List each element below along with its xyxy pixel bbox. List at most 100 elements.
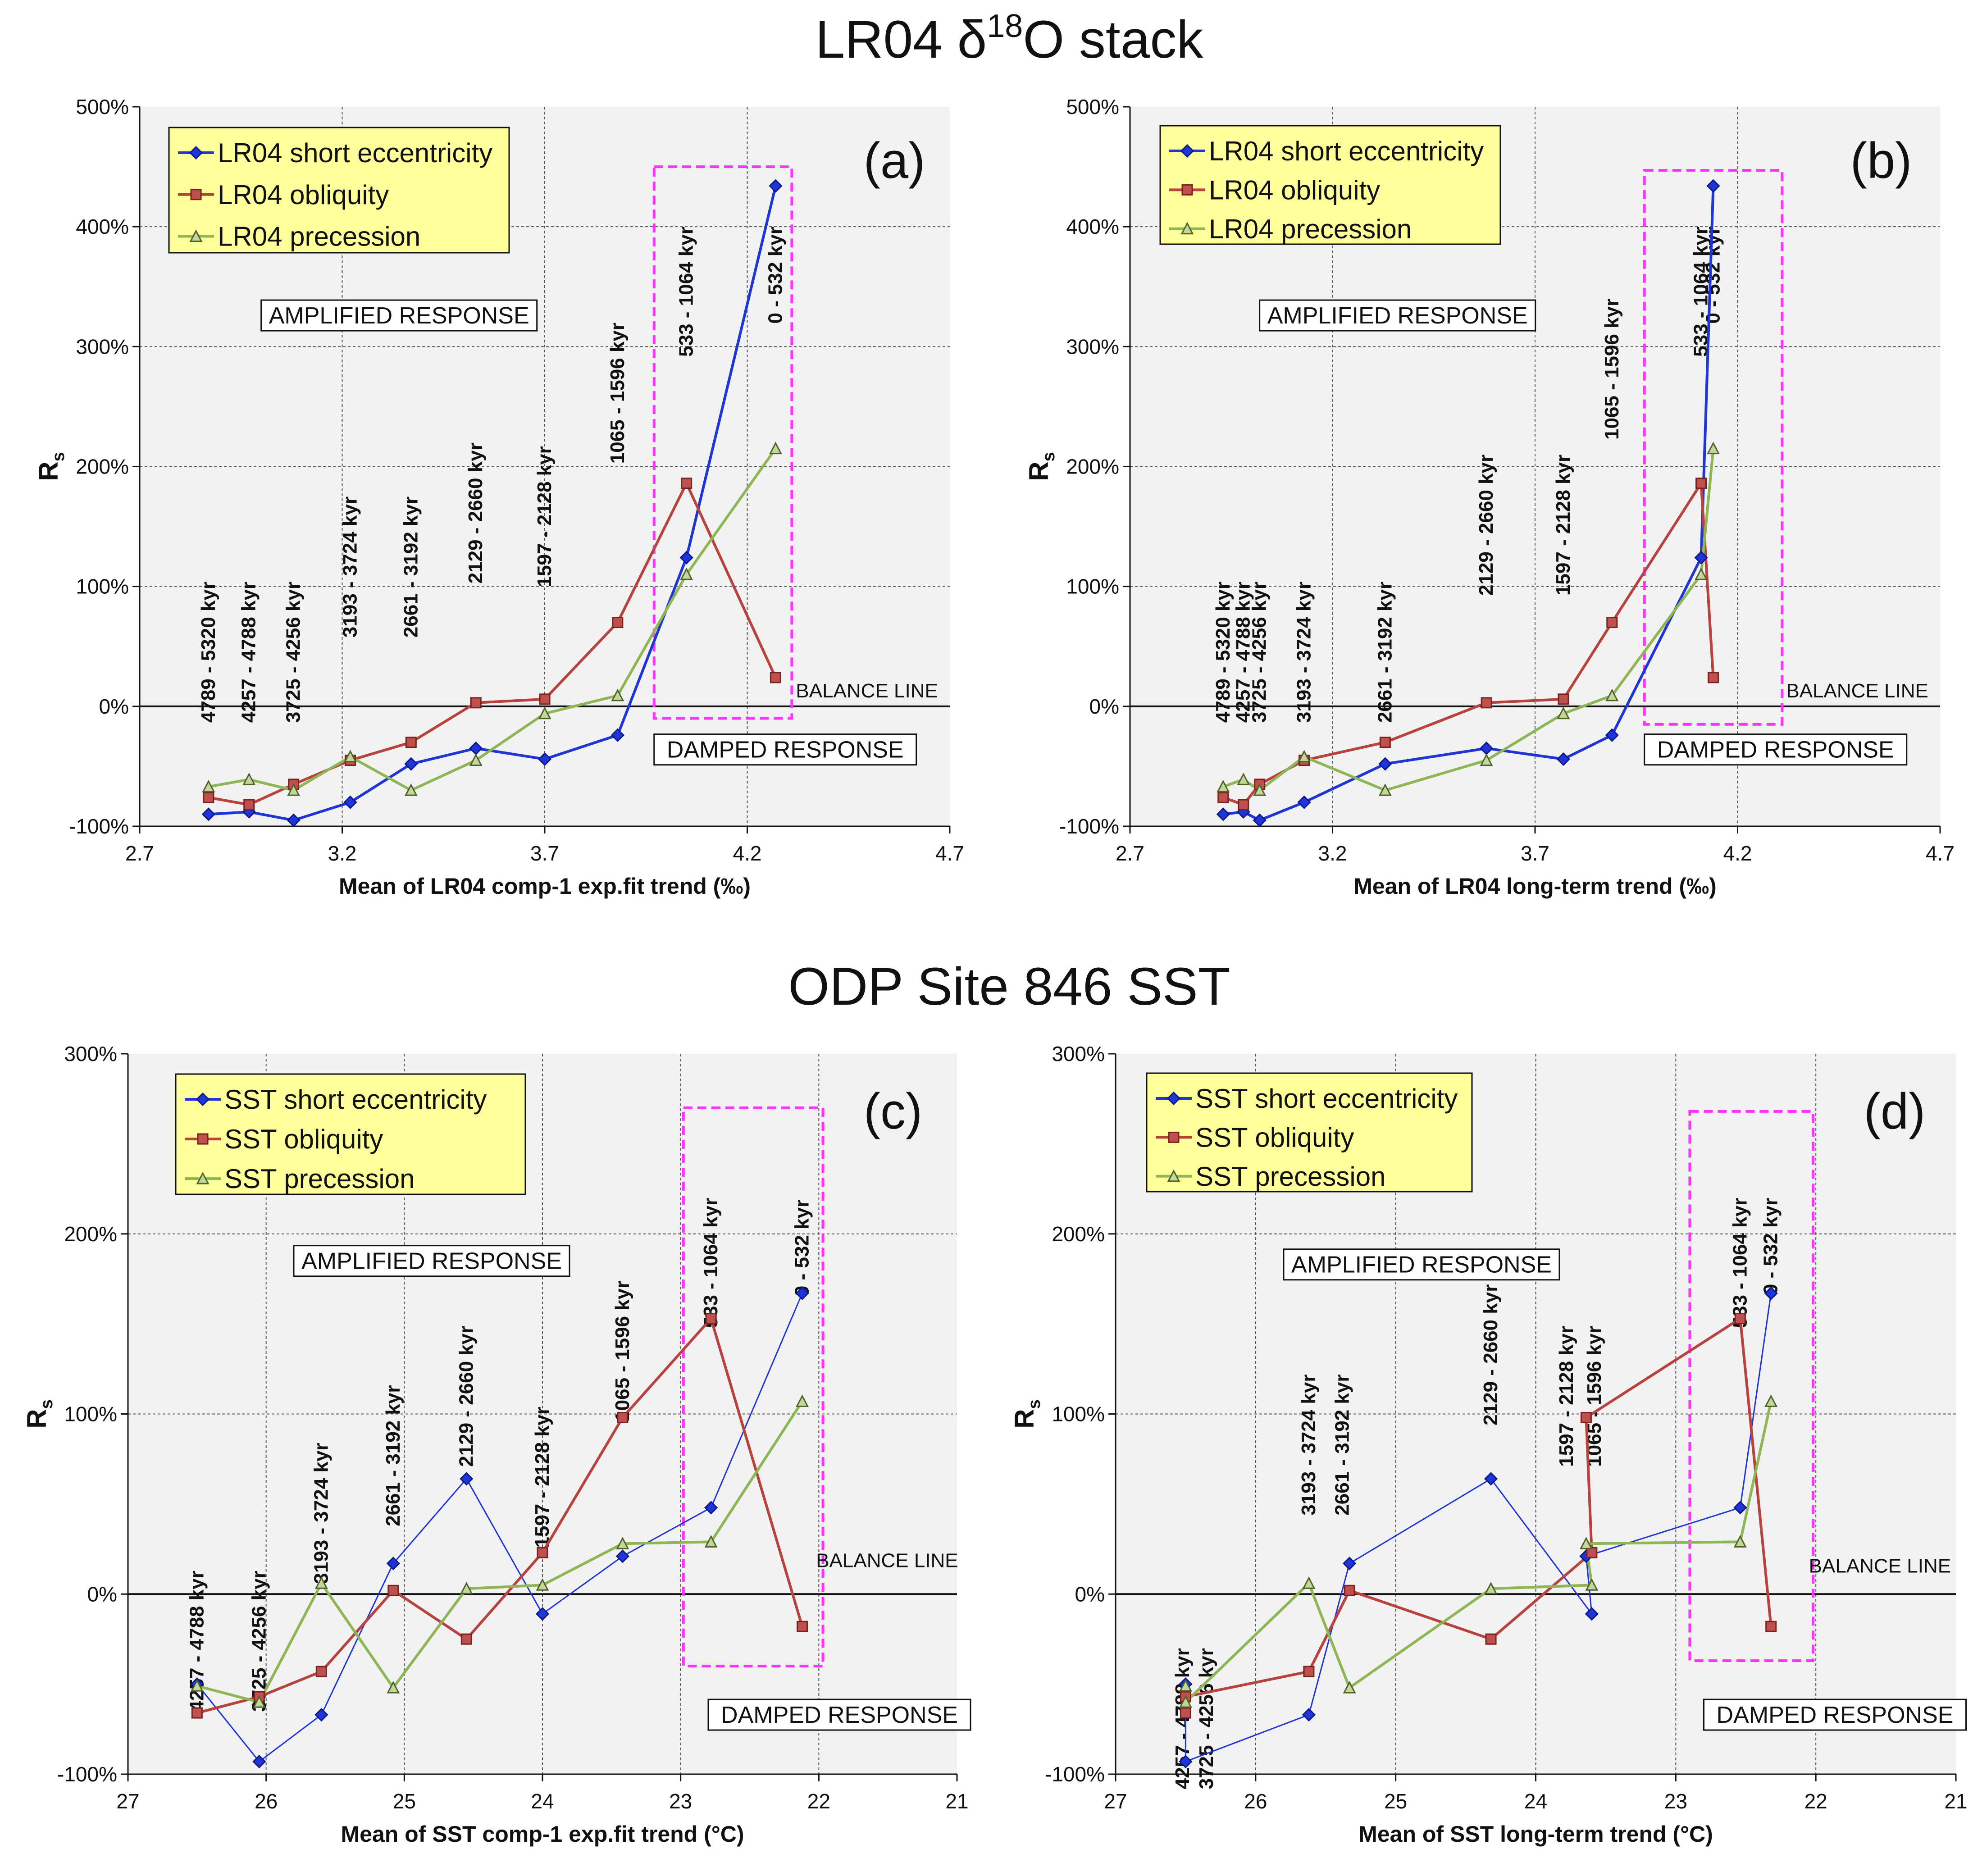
damped-response-label: DAMPED RESPONSE <box>1717 1702 1954 1728</box>
interval-label: 3725 - 4256 kyr <box>1249 582 1271 723</box>
interval-label: 2129 - 2660 kyr <box>1475 455 1497 596</box>
data-point-obliquity <box>1217 792 1229 803</box>
data-point-precession <box>202 779 215 792</box>
y-axis-title: Rs <box>33 452 68 481</box>
x-axis-title: Mean of SST long-term trend (°C) <box>1358 1821 1713 1847</box>
interval-label: 4257 - 4788 kyr <box>1171 1648 1194 1789</box>
balance-line-label: BALANCE LINE <box>1809 1555 1951 1577</box>
legend-marker-obliquity <box>190 189 202 200</box>
data-point-obliquity <box>315 1666 327 1677</box>
interval-label: 2129 - 2660 kyr <box>1480 1284 1502 1425</box>
interval-label: 4257 - 4788 kyr <box>238 582 260 723</box>
data-point-short-eccentricity <box>314 1708 328 1722</box>
legend-box <box>1159 125 1501 245</box>
data-point-short-eccentricity <box>1253 813 1267 827</box>
interval-label: 3193 - 3724 kyr <box>1293 582 1315 723</box>
x-tick-label: 27 <box>116 1789 139 1813</box>
y-tick-label: 0% <box>1089 695 1119 718</box>
x-tick-label: 2.7 <box>125 842 154 865</box>
data-point-precession <box>1605 688 1619 701</box>
data-point-precession <box>252 1695 266 1708</box>
y-tick-label: 200% <box>64 1222 117 1246</box>
data-point-precession <box>538 706 551 719</box>
x-tick-label: 21 <box>945 1789 968 1813</box>
interval-label: 1597 - 2128 kyr <box>1552 455 1574 596</box>
series-line-short-eccentricity <box>1223 186 1715 822</box>
y-tick-label: 0% <box>99 695 129 718</box>
y-axis-title: Rs <box>1024 452 1058 481</box>
y-axis-title-subscript: s <box>49 452 68 461</box>
interval-label: 2661 - 3192 kyr <box>400 496 422 637</box>
data-point-obliquity <box>612 617 624 628</box>
x-tick-label: 3.7 <box>1521 842 1549 865</box>
data-point-precession <box>1484 1582 1498 1594</box>
panel-label: (a) <box>864 132 925 189</box>
data-point-short-eccentricity <box>1378 757 1392 771</box>
data-point-short-eccentricity <box>1733 1501 1747 1515</box>
legend-entry: SST precession <box>1195 1161 1385 1192</box>
data-point-short-eccentricity <box>404 757 418 771</box>
data-point-short-eccentricity <box>287 813 301 827</box>
data-point-precession <box>1378 783 1392 796</box>
balance-line-label: BALANCE LINE <box>816 1549 958 1571</box>
y-tick-label: 200% <box>1066 455 1119 478</box>
y-tick-label: -100% <box>1045 1762 1105 1786</box>
data-point-short-eccentricity <box>611 728 624 742</box>
data-point-obliquity <box>770 672 781 683</box>
data-point-short-eccentricity <box>1585 1607 1599 1621</box>
legend-marker-obliquity <box>1168 1131 1180 1143</box>
interval-label: 0 - 532 kyr <box>764 227 786 323</box>
x-tick-label: 23 <box>669 1789 692 1813</box>
y-tick-label: 500% <box>1066 95 1119 118</box>
interval-label: 2661 - 3192 kyr <box>382 1385 404 1526</box>
data-point-short-eccentricity <box>538 752 552 766</box>
series-line-obliquity <box>1222 482 1715 806</box>
x-axis-title: Mean of SST comp-1 exp.fit trend (°C) <box>341 1821 744 1847</box>
y-tick-label: 0% <box>87 1582 117 1606</box>
y-tick-label: 200% <box>1052 1222 1105 1246</box>
data-point-precession <box>1557 706 1570 719</box>
legend-marker-precession <box>189 229 203 242</box>
y-axis-title-main: R <box>22 1409 52 1428</box>
panel-a: 2.7 3.2 3.7 4.2 4.7 -100% 0% 100% 200% 300% 400% 50… <box>33 95 964 899</box>
amplified-response-box <box>1259 299 1536 332</box>
x-tick-label: 4.7 <box>935 842 964 865</box>
data-point-precession <box>680 567 693 580</box>
bottom-title: ODP Site 846 SST <box>788 957 1230 1016</box>
data-point-short-eccentricity <box>1484 1472 1498 1486</box>
interval-label: 1597 - 2128 kyr <box>531 1407 553 1548</box>
y-tick-label: 100% <box>76 575 129 598</box>
data-point-precession <box>769 442 782 455</box>
data-point-obliquity <box>1303 1666 1315 1677</box>
legend-entry: SST short eccentricity <box>1195 1084 1458 1114</box>
interval-label: 1065 - 1596 kyr <box>611 1281 633 1422</box>
data-point-short-eccentricity <box>535 1607 550 1621</box>
top-title: LR04 δ18O stack <box>816 8 1204 69</box>
data-point-precession <box>287 783 301 796</box>
damped-response-box <box>653 733 917 766</box>
damped-response-label: DAMPED RESPONSE <box>1657 737 1894 763</box>
amplified-response-label: AMPLIFIED RESPONSE <box>301 1248 562 1275</box>
damped-response-label: DAMPED RESPONSE <box>721 1702 958 1728</box>
x-tick-label: 27 <box>1104 1789 1127 1813</box>
top-title-prefix: LR04 <box>816 10 957 69</box>
data-point-obliquity <box>1481 697 1492 709</box>
x-axis-title: Mean of LR04 comp-1 exp.fit trend (‰) <box>339 874 751 899</box>
x-tick-label: 2.7 <box>1116 842 1144 865</box>
data-point-obliquity <box>537 1547 548 1558</box>
damped-response-box <box>1644 733 1908 766</box>
interval-label: 4789 - 5320 kyr <box>197 582 219 723</box>
data-point-precession <box>190 1679 204 1692</box>
data-point-precession <box>460 1582 473 1594</box>
interval-label: 3193 - 3724 kyr <box>339 496 361 637</box>
data-point-precession <box>1343 1680 1356 1694</box>
y-tick-label: -100% <box>1059 815 1119 838</box>
damped-response-box <box>707 1698 971 1731</box>
interval-label: 1065 - 1596 kyr <box>1601 299 1623 440</box>
x-axis-title: Mean of LR04 long-term trend (‰) <box>1353 874 1717 899</box>
data-point-obliquity <box>1379 737 1391 748</box>
interval-label: 1597 - 2128 kyr <box>533 446 556 587</box>
legend-entry: LR04 precession <box>218 222 420 252</box>
legend-entry: LR04 short eccentricity <box>1209 136 1484 166</box>
